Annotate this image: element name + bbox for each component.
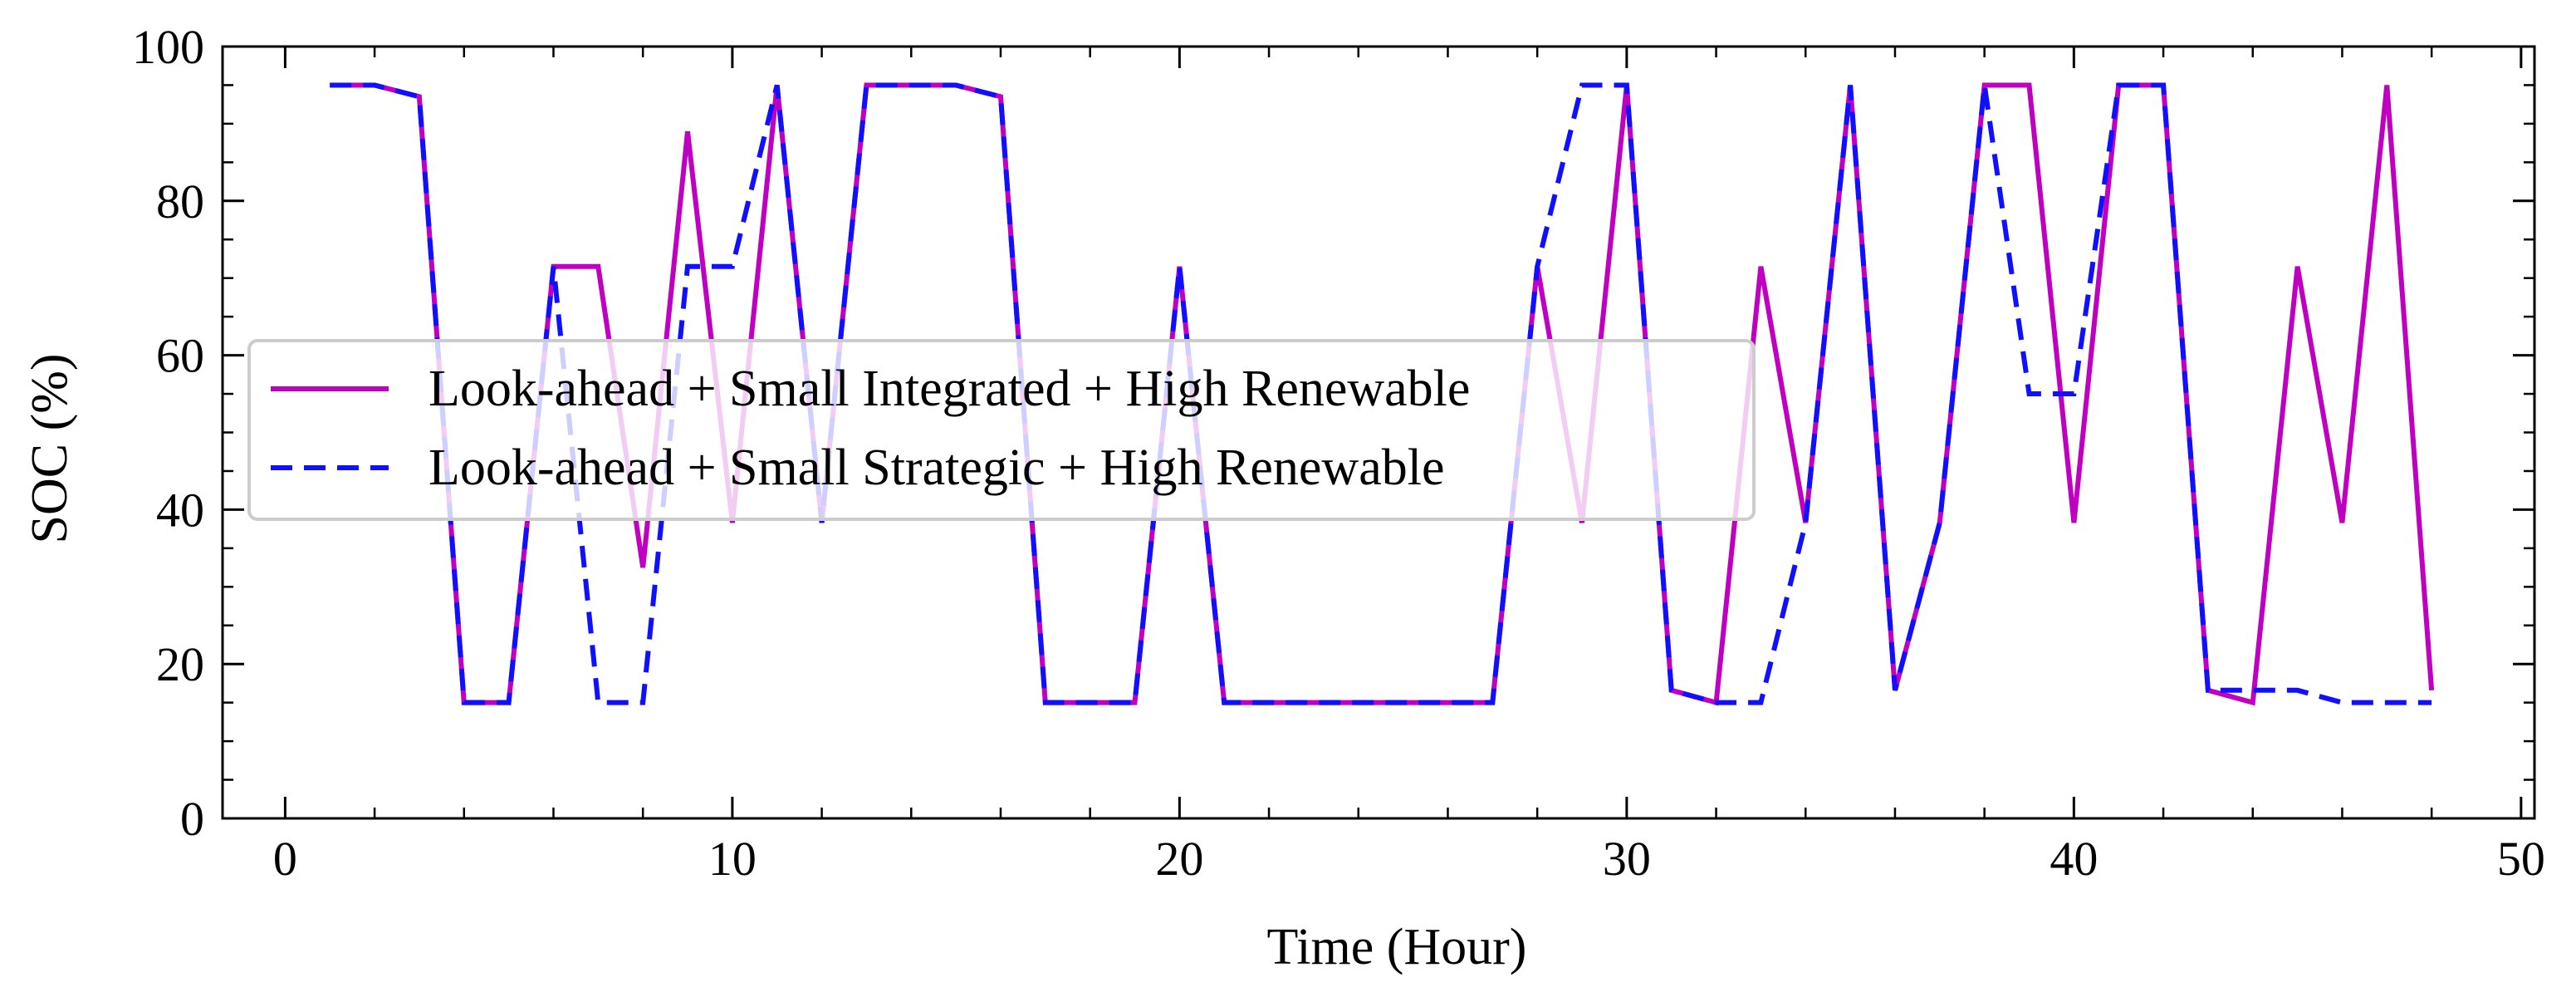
axis-tick-labels: 0 10 20 30 40 50 0 20 40 60 80 100	[132, 20, 2545, 886]
x-tick-label: 0	[273, 832, 297, 886]
y-tick-label: 20	[156, 637, 204, 691]
legend-label-strategic: Look-ahead + Small Strategic + High Rene…	[429, 440, 1444, 496]
series-line-integrated	[330, 82, 2435, 706]
plot-frame	[221, 45, 2536, 820]
y-tick-label: 40	[156, 483, 204, 537]
legend-box	[247, 339, 1756, 521]
legend-label-integrated: Look-ahead + Small Integrated + High Ren…	[429, 361, 1470, 417]
legend: Look-ahead + Small Integrated + High Ren…	[247, 339, 1756, 521]
y-tick-label: 80	[156, 174, 204, 228]
x-tick-label: 10	[708, 832, 757, 886]
x-tick-label: 50	[2497, 832, 2545, 886]
axis-ticks	[223, 45, 2534, 820]
x-axis-label: Time (Hour)	[1267, 919, 1527, 975]
y-tick-label: 60	[156, 329, 204, 383]
x-tick-label: 20	[1155, 832, 1203, 886]
y-tick-label: 100	[132, 20, 204, 74]
y-axis-label: SOC (%)	[22, 353, 78, 543]
x-tick-label: 40	[2050, 832, 2098, 886]
x-tick-label: 30	[1603, 832, 1651, 886]
y-tick-label: 0	[180, 792, 204, 846]
